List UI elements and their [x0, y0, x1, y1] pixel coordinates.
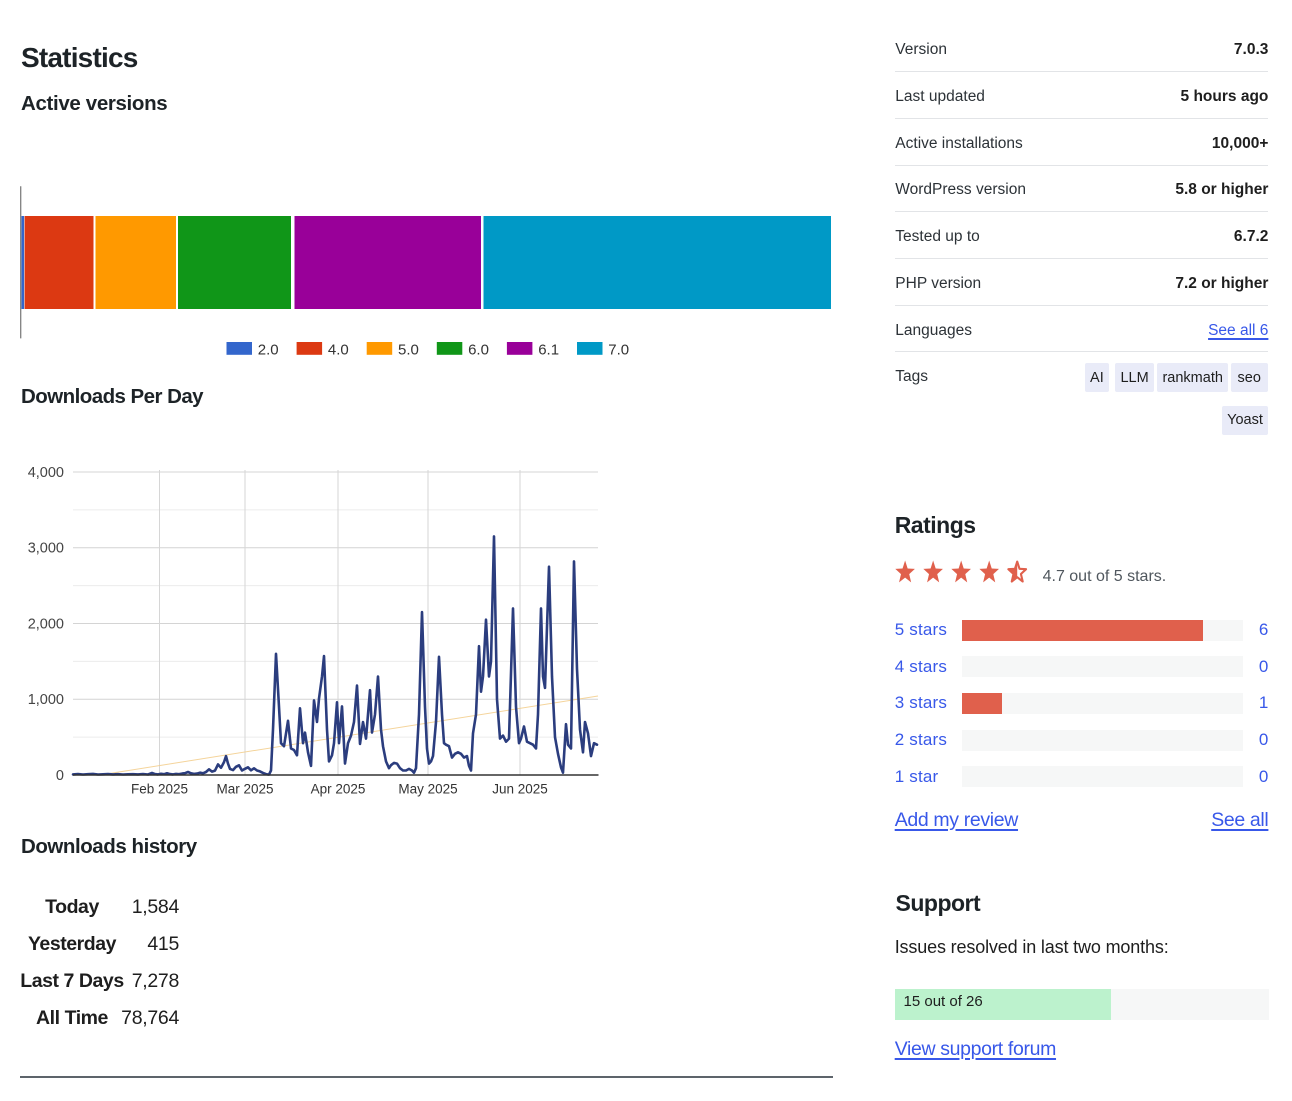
svg-text:4.0: 4.0 — [328, 341, 349, 358]
svg-text:May 2025: May 2025 — [398, 782, 457, 797]
svg-text:1,000: 1,000 — [28, 692, 64, 708]
svg-text:0: 0 — [56, 768, 64, 784]
svg-text:6.0: 6.0 — [468, 341, 489, 358]
svg-text:Feb 2025: Feb 2025 — [131, 782, 188, 797]
svg-text:6.1: 6.1 — [538, 341, 559, 358]
svg-text:4,000: 4,000 — [28, 465, 64, 481]
svg-text:5.0: 5.0 — [398, 341, 419, 358]
svg-text:Mar 2025: Mar 2025 — [216, 782, 273, 797]
svg-text:7.0: 7.0 — [608, 341, 629, 358]
svg-text:3,000: 3,000 — [28, 541, 64, 557]
svg-text:Apr 2025: Apr 2025 — [311, 782, 366, 797]
svg-text:2.0: 2.0 — [258, 341, 279, 358]
svg-text:2,000: 2,000 — [28, 617, 64, 633]
svg-text:Jun 2025: Jun 2025 — [492, 782, 548, 797]
